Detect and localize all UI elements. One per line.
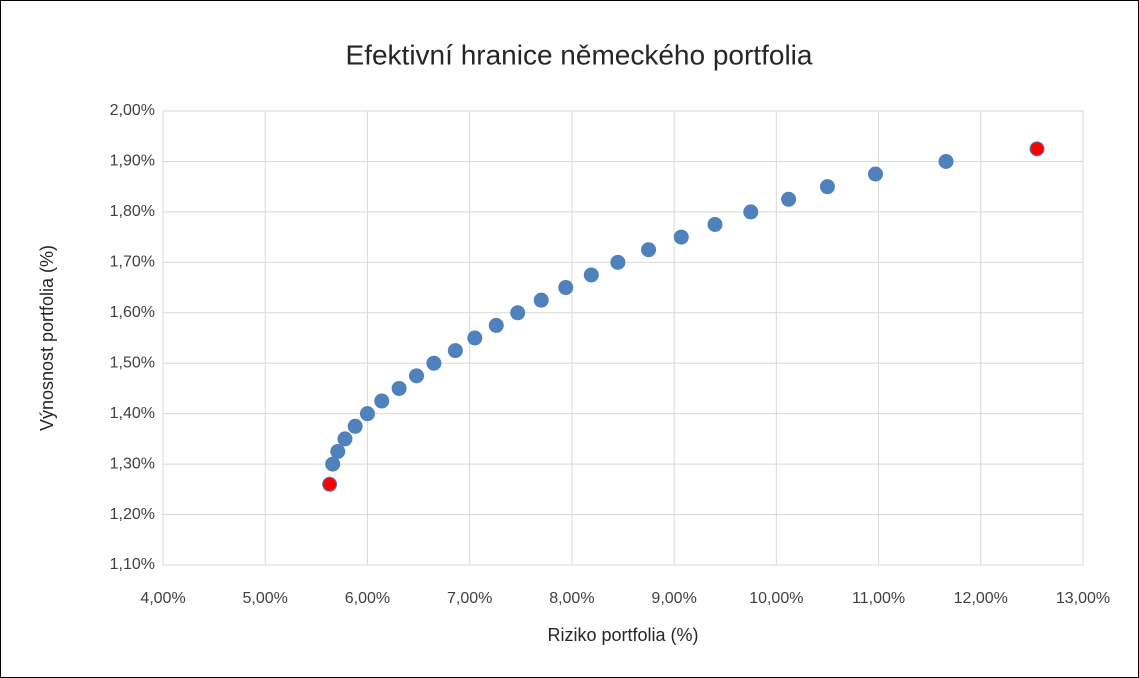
scatter-point bbox=[558, 280, 574, 296]
scatter-point bbox=[330, 444, 346, 459]
scatter-point bbox=[641, 242, 657, 258]
scatter-point bbox=[391, 380, 407, 396]
scatter-point bbox=[610, 254, 626, 270]
scatter-point bbox=[1029, 141, 1045, 157]
x-tick-label: 7,00% bbox=[447, 590, 492, 607]
scatter-point bbox=[337, 431, 353, 447]
y-tick-label: 1,80% bbox=[110, 203, 155, 220]
scatter-point bbox=[707, 217, 723, 232]
scatter-point bbox=[467, 330, 483, 346]
scatter-point bbox=[583, 267, 599, 283]
y-tick-label: 1,60% bbox=[110, 304, 155, 321]
scatter-point bbox=[488, 317, 504, 333]
x-tick-label: 8,00% bbox=[549, 590, 594, 607]
y-tick-label: 1,30% bbox=[110, 455, 155, 472]
x-tick-label: 4,00% bbox=[140, 590, 185, 607]
x-tick-label: 9,00% bbox=[651, 590, 696, 607]
y-tick-label: 1,50% bbox=[110, 354, 155, 371]
x-tick-label: 11,00% bbox=[852, 590, 905, 607]
scatter-point bbox=[510, 305, 526, 321]
y-tick-label: 2,00% bbox=[110, 102, 155, 119]
scatter-point bbox=[867, 166, 883, 182]
x-tick-label: 12,00% bbox=[954, 590, 1008, 607]
y-tick-label: 1,40% bbox=[110, 405, 155, 422]
x-tick-label: 6,00% bbox=[345, 590, 390, 607]
scatter-point bbox=[447, 343, 463, 359]
scatter-point bbox=[409, 368, 425, 384]
x-tick-label: 13,00% bbox=[1056, 590, 1110, 607]
x-tick-label: 5,00% bbox=[243, 590, 288, 607]
scatter-point bbox=[533, 292, 549, 308]
y-tick-label: 1,70% bbox=[110, 254, 155, 271]
scatter-point bbox=[347, 418, 363, 434]
chart-title: Efektivní hranice německého portfolia bbox=[346, 39, 813, 70]
scatter-point bbox=[938, 153, 954, 169]
x-tick-label: 10,00% bbox=[749, 590, 803, 607]
scatter-point bbox=[325, 456, 341, 472]
scatter-point bbox=[673, 229, 689, 245]
scatter-point bbox=[781, 191, 797, 207]
y-tick-label: 1,90% bbox=[110, 153, 155, 170]
x-axis-title: Riziko portfolia (%) bbox=[547, 625, 698, 645]
y-tick-label: 1,20% bbox=[110, 506, 155, 523]
y-tick-label: 1,10% bbox=[110, 556, 155, 573]
y-axis-title: Výnosnost portfolia (%) bbox=[37, 245, 57, 431]
scatter-point bbox=[374, 393, 390, 409]
scatter-point bbox=[426, 355, 442, 371]
scatter-point bbox=[359, 406, 375, 422]
scatter-point bbox=[743, 204, 759, 220]
scatter-point bbox=[322, 476, 338, 492]
scatter-point bbox=[819, 179, 835, 195]
